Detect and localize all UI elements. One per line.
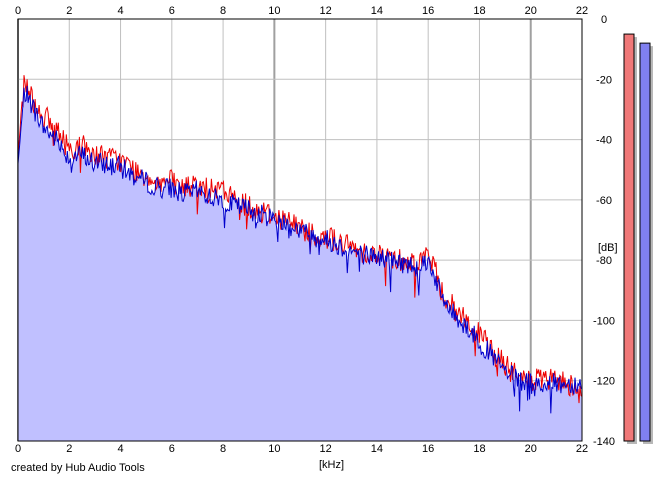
plot-frame — [17, 18, 583, 442]
x-ticks-bottom: 0 2 4 6 8 10 12 14 16 18 20 22 — [15, 443, 588, 455]
x-tick-label: 2 — [66, 5, 72, 17]
x-tick-label: 2 — [66, 443, 72, 455]
y-tick-label: -80 — [596, 255, 612, 267]
y-ticks-right: 0 -20 -40 -60 -80 -100 -120 -140 — [593, 14, 615, 448]
x-tick-label: 4 — [117, 443, 123, 455]
x-tick-label: 6 — [169, 443, 175, 455]
x-tick-label: 12 — [320, 443, 332, 455]
x-tick-label: 22 — [576, 443, 588, 455]
x-tick-label: 8 — [220, 5, 226, 17]
y-tick-label: -100 — [593, 315, 615, 327]
x-axis-label: [kHz] — [319, 459, 344, 471]
x-tick-label: 16 — [422, 5, 434, 17]
x-tick-label: 14 — [371, 5, 383, 17]
level-meter-bar — [639, 42, 651, 442]
x-tick-label: 20 — [525, 443, 537, 455]
level-meters — [623, 33, 653, 444]
x-ticks-top: 0 2 4 6 8 10 12 14 16 18 20 22 — [15, 5, 588, 17]
level-meter-bar — [623, 33, 635, 442]
x-tick-label: 18 — [473, 5, 485, 17]
spectrum-area — [18, 85, 582, 442]
y-tick-label: -140 — [593, 436, 615, 448]
y-tick-label: -60 — [596, 195, 612, 207]
x-tick-label: 0 — [15, 443, 21, 455]
y-tick-label: 0 — [601, 14, 607, 26]
x-tick-label: 22 — [576, 5, 588, 17]
x-tick-label: 18 — [473, 443, 485, 455]
x-tick-label: 10 — [268, 443, 280, 455]
x-tick-label: 0 — [15, 5, 21, 17]
x-tick-label: 12 — [320, 5, 332, 17]
x-tick-label: 8 — [220, 443, 226, 455]
x-tick-label: 4 — [117, 5, 123, 17]
x-tick-label: 10 — [268, 5, 280, 17]
x-tick-label: 14 — [371, 443, 383, 455]
y-axis-label: [dB] — [598, 242, 618, 254]
credit-text: created by Hub Audio Tools — [11, 462, 145, 474]
spectrum-fill — [18, 85, 582, 442]
x-tick-label: 6 — [169, 5, 175, 17]
y-tick-label: -120 — [593, 376, 615, 388]
x-tick-label: 16 — [422, 443, 434, 455]
y-tick-label: -20 — [596, 74, 612, 86]
x-tick-label: 20 — [525, 5, 537, 17]
spectrum-lines — [17, 75, 583, 414]
y-tick-label: -40 — [596, 135, 612, 147]
blue-series-line — [17, 85, 583, 414]
